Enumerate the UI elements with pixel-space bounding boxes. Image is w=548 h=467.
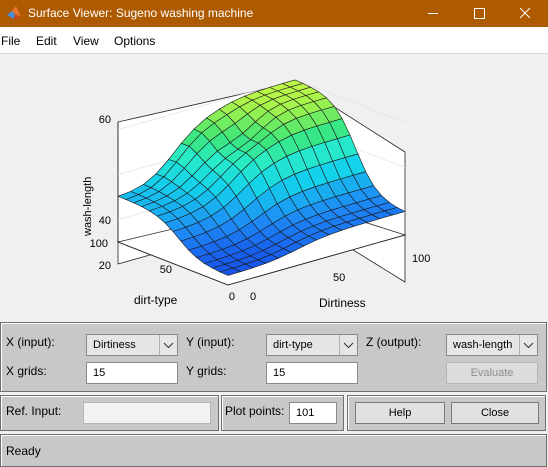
surface-plot[interactable]: 20 40 60 100 50 0 0 50 100 wash-length d… xyxy=(0,54,548,322)
surface-facet xyxy=(219,267,242,276)
status-bar: Ready xyxy=(0,434,547,467)
y-grids-label: Y grids: xyxy=(186,364,227,378)
y-axis-label: dirt-type xyxy=(134,293,178,307)
plot-points-input[interactable]: 101 xyxy=(289,402,337,424)
help-button[interactable]: Help xyxy=(355,402,445,424)
minimize-icon xyxy=(428,13,438,14)
surface-mesh xyxy=(117,79,406,276)
z-output-value: wash-length xyxy=(453,339,513,351)
ref-input-field[interactable] xyxy=(83,402,211,424)
z-grid-line xyxy=(117,79,406,130)
surface-plot-area: 20 40 60 100 50 0 0 50 100 wash-length d… xyxy=(0,54,548,322)
action-buttons-panel: Help Close xyxy=(347,395,546,431)
z-output-dropdown[interactable]: wash-length xyxy=(446,334,538,356)
window-title: Surface Viewer: Sugeno washing machine xyxy=(28,6,254,20)
x-input-value: Dirtiness xyxy=(93,339,136,351)
chevron-down-icon xyxy=(519,335,537,355)
x-grids-input[interactable]: 15 xyxy=(86,362,178,384)
z-axis-label: wash-length xyxy=(82,177,94,237)
y-input-label: Y (input): xyxy=(186,335,235,349)
maximize-button[interactable] xyxy=(456,0,502,27)
y-grids-input[interactable]: 15 xyxy=(266,362,358,384)
maximize-icon xyxy=(474,8,485,19)
close-button[interactable]: Close xyxy=(451,402,539,424)
menu-edit[interactable]: Edit xyxy=(36,34,57,48)
status-text: Ready xyxy=(6,444,41,458)
menu-file[interactable]: File xyxy=(1,34,21,48)
close-icon xyxy=(519,7,531,19)
plot-points-panel: Plot points: 101 xyxy=(221,395,344,431)
menu-options[interactable]: Options xyxy=(114,34,156,48)
chevron-down-icon xyxy=(159,335,177,355)
x-grids-label: X grids: xyxy=(6,364,47,378)
x-input-label: X (input): xyxy=(6,335,55,349)
menu-view[interactable]: View xyxy=(73,34,99,48)
ref-input-label: Ref. Input: xyxy=(6,404,62,418)
y-tick-label: 0 xyxy=(229,291,235,303)
close-window-button[interactable] xyxy=(502,0,548,27)
minimize-button[interactable] xyxy=(410,0,456,27)
menu-bar: File Edit View Options xyxy=(0,27,548,54)
x-tick-label: 50 xyxy=(333,272,345,284)
y-tick-label: 100 xyxy=(90,238,108,250)
x-axis-label: Dirtiness xyxy=(319,296,366,310)
evaluate-button[interactable]: Evaluate xyxy=(446,362,538,384)
y-tick-label: 50 xyxy=(160,264,172,276)
ref-input-panel: Ref. Input: xyxy=(0,395,219,431)
plot-points-label: Plot points: xyxy=(225,404,285,418)
z-tick-label: 40 xyxy=(99,215,111,227)
chevron-down-icon xyxy=(339,335,357,355)
input-selection-panel: X (input): Dirtiness Y (input): dirt-typ… xyxy=(0,322,547,392)
y-input-dropdown[interactable]: dirt-type xyxy=(266,334,358,356)
title-bar: Surface Viewer: Sugeno washing machine xyxy=(0,0,548,27)
z-output-label: Z (output): xyxy=(366,335,422,349)
matlab-logo-icon xyxy=(7,6,21,19)
z-tick-label: 60 xyxy=(99,114,111,126)
x-tick-label: 100 xyxy=(412,253,430,265)
y-input-value: dirt-type xyxy=(273,339,313,351)
z-tick-label: 20 xyxy=(99,260,111,272)
x-tick-label: 0 xyxy=(250,291,256,303)
x-input-dropdown[interactable]: Dirtiness xyxy=(86,334,178,356)
